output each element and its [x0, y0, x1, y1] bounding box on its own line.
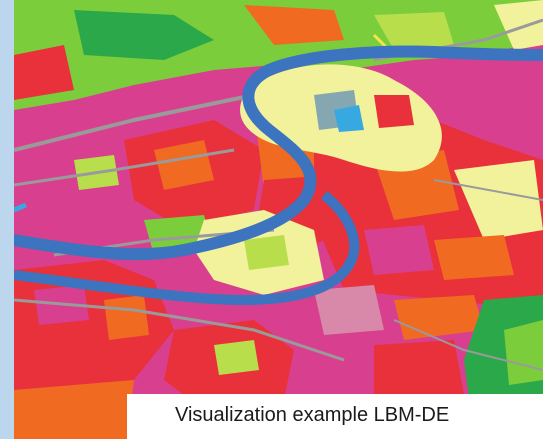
settlement-area	[294, 335, 364, 400]
map-canvas	[14, 0, 543, 439]
left-side-bar	[0, 0, 14, 439]
caption-text: Visualization example LBM-DE	[175, 404, 449, 427]
grassland-patch	[214, 340, 259, 375]
land-cover-map	[14, 0, 543, 439]
settlement-block	[364, 225, 434, 275]
vegetation-patch	[504, 320, 543, 385]
caption-box: Visualization example LBM-DE	[127, 394, 543, 439]
industrial-block	[434, 235, 514, 280]
settlement-patch	[314, 285, 384, 335]
industrial-area	[14, 380, 134, 439]
urban-area	[374, 340, 464, 394]
grassland-patch	[244, 235, 289, 270]
industrial-block	[104, 295, 149, 340]
urban-block	[374, 95, 414, 128]
